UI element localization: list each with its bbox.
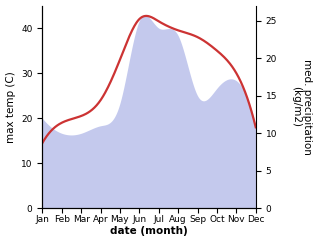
X-axis label: date (month): date (month) [110,227,188,236]
Y-axis label: med. precipitation
(kg/m2): med. precipitation (kg/m2) [291,59,313,155]
Y-axis label: max temp (C): max temp (C) [5,71,16,143]
